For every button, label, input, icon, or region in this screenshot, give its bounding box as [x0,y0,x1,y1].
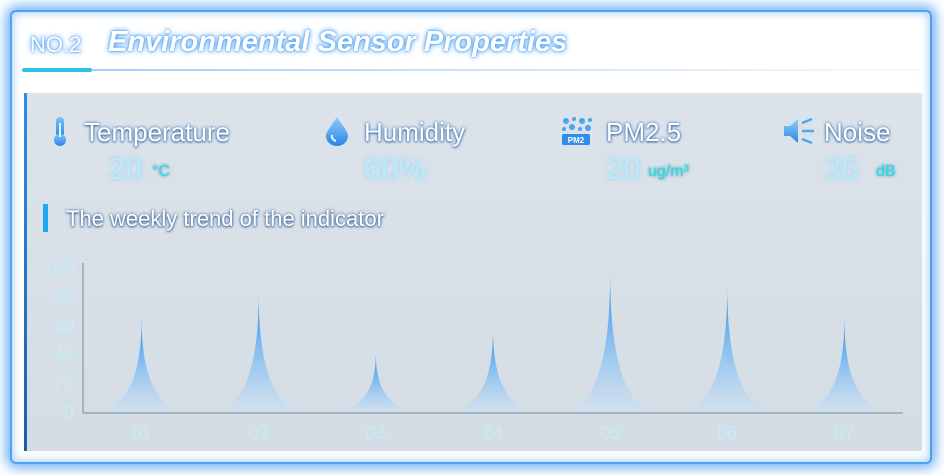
svg-text:PM2: PM2 [568,136,585,145]
x-tick-label: 05 [600,423,620,443]
metric-value: 20 [606,151,641,186]
metric-unit: °C [152,163,170,180]
section-number: NO.2 [30,32,82,57]
y-tick-labels: 0 20 40 60 80 100 [44,258,74,423]
metric-value: 20 [108,151,143,186]
chart-peaks [89,273,897,413]
metric-value: 60% [364,151,427,186]
x-tick-label: 03 [366,423,386,443]
speaker-noise-icon [782,115,816,147]
trend-accent-bar [43,204,48,232]
x-tick-labels: 01 02 03 04 05 06 07 [132,423,855,443]
x-tick-label: 02 [249,423,269,443]
chart-peak-01 [89,318,195,413]
x-tick-label: 04 [483,423,503,443]
metric-label: Humidity [364,117,466,147]
x-tick-label: 07 [834,423,854,443]
metric-unit: dB [876,163,896,180]
metric-noise: Noise 35 dB [782,113,922,188]
y-tick-label: 0 [64,403,74,423]
chart-peak-07 [791,318,897,413]
thermometer-icon [46,115,76,147]
weekly-trend-chart: 0 20 40 60 80 100 01 02 03 04 05 06 07 [44,258,903,443]
metric-label: PM2.5 [606,117,682,147]
sensor-panel: Temperature 20 °C Humidity 60% PM2 [24,93,922,451]
chart-peak-04 [440,330,546,413]
header-accent-bar [22,68,92,72]
metric-value: 35 [824,151,859,186]
water-drop-icon [322,115,352,147]
metric-label: Noise [824,117,891,147]
panel-edge [24,93,27,451]
chart-peak-02 [206,294,312,413]
chart-peak-06 [674,286,780,413]
x-tick-label: 01 [132,423,152,443]
y-tick-label: 60 [54,316,74,336]
y-tick-label: 80 [54,287,74,307]
metric-humidity: Humidity 60% [322,113,522,188]
x-tick-label: 06 [717,423,737,443]
header-underline [22,69,922,71]
section-header: NO.2 Environmental Sensor Properties [22,20,922,72]
pm25-particles-icon: PM2 [560,115,594,147]
y-tick-label: 100 [44,258,74,278]
metric-label: Temperature [84,117,230,147]
section-title: Environmental Sensor Properties [108,26,568,58]
chart-peak-03 [323,355,429,413]
trend-title: The weekly trend of the indicator [66,206,384,231]
chart-peak-05 [557,273,663,413]
y-tick-label: 20 [54,374,74,394]
metric-unit: ug/m³ [648,163,689,180]
metric-temperature: Temperature 20 °C [46,113,276,188]
y-tick-label: 40 [54,345,74,365]
metric-pm25: PM2 PM2.5 20 ug/m³ [560,113,780,188]
